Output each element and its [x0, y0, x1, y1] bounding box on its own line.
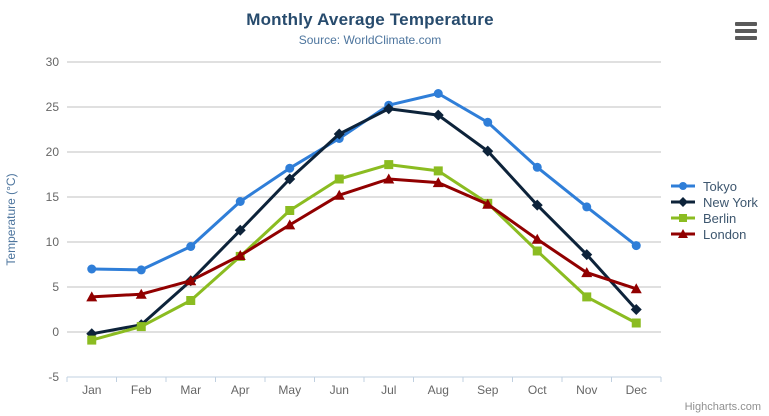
x-axis-label: Apr: [231, 383, 250, 397]
x-axis-label: Oct: [528, 383, 547, 397]
data-point-marker[interactable]: [482, 145, 494, 157]
data-point-marker[interactable]: [532, 162, 542, 172]
legend-label: Tokyo: [703, 178, 737, 194]
y-axis-label: 10: [46, 235, 60, 249]
y-axis-label: 5: [52, 280, 59, 294]
data-point-marker[interactable]: [679, 182, 687, 190]
data-point-marker[interactable]: [333, 189, 345, 200]
data-point-marker[interactable]: [185, 275, 197, 286]
hamburger-bar: [735, 36, 757, 40]
data-point-marker[interactable]: [631, 241, 641, 251]
data-point-marker[interactable]: [86, 291, 98, 302]
data-point-marker[interactable]: [383, 173, 395, 184]
series-tokyo[interactable]: [87, 89, 641, 275]
y-axis-label: 25: [46, 100, 60, 114]
y-axis-label: 0: [52, 325, 59, 339]
x-axis-label: Sep: [477, 383, 499, 397]
series-line: [90, 163, 638, 342]
export-menu-button[interactable]: [734, 20, 758, 42]
series-new-york[interactable]: [86, 103, 642, 340]
data-point-marker[interactable]: [581, 267, 593, 278]
data-point-marker[interactable]: [433, 89, 443, 98]
x-axis-label: Jun: [330, 383, 349, 397]
x-axis-label: Jan: [82, 383, 101, 397]
data-point-marker[interactable]: [186, 296, 196, 305]
data-point-marker[interactable]: [581, 249, 593, 261]
series-line: [90, 177, 638, 299]
data-point-marker[interactable]: [531, 199, 543, 211]
data-point-marker[interactable]: [234, 250, 246, 260]
data-point-marker[interactable]: [532, 246, 542, 256]
y-axis-label: -5: [48, 370, 59, 384]
data-point-marker[interactable]: [235, 197, 245, 206]
chart-subtitle: Source: WorldClimate.com: [298, 33, 442, 47]
y-axis-label: 15: [46, 190, 60, 204]
data-point-marker[interactable]: [432, 177, 444, 188]
y-axis-title: Temperature (°C): [4, 173, 18, 265]
x-axis-label: Nov: [576, 383, 597, 397]
data-point-marker[interactable]: [285, 163, 295, 173]
data-point-marker[interactable]: [87, 264, 97, 274]
legend-label: London: [703, 226, 747, 242]
data-point-marker[interactable]: [334, 174, 344, 184]
legend-item-berlin[interactable]: Berlin: [670, 210, 758, 226]
hamburger-bar: [735, 29, 757, 33]
x-axis-label: May: [278, 383, 301, 397]
data-point-marker[interactable]: [531, 233, 543, 244]
legend: Tokyo New York Berlin London: [670, 178, 758, 242]
data-point-marker[interactable]: [186, 242, 196, 251]
data-point-marker[interactable]: [136, 265, 146, 275]
data-point-marker[interactable]: [582, 292, 592, 302]
london-legend-marker: [671, 229, 695, 238]
new-york-legend-marker: [671, 197, 695, 207]
data-point-marker[interactable]: [136, 322, 146, 332]
legend-item-new-york[interactable]: New York: [670, 194, 758, 210]
tokyo-legend-marker: [671, 182, 695, 190]
legend-label: Berlin: [703, 210, 737, 226]
hamburger-bar: [735, 22, 757, 26]
x-axis-label: Dec: [626, 383, 647, 397]
data-point-marker[interactable]: [284, 173, 296, 185]
data-point-marker[interactable]: [384, 160, 394, 170]
data-point-marker[interactable]: [432, 109, 444, 121]
x-axis-label: Jul: [381, 383, 396, 397]
data-point-marker[interactable]: [383, 103, 395, 115]
data-point-marker[interactable]: [234, 224, 246, 236]
y-axis-label: 30: [46, 55, 60, 69]
y-axis-label: 20: [46, 145, 60, 159]
data-point-marker[interactable]: [333, 128, 345, 140]
legend-label: New York: [703, 194, 758, 210]
data-point-marker[interactable]: [284, 219, 296, 230]
data-point-marker[interactable]: [582, 202, 592, 212]
legend-item-london[interactable]: London: [670, 226, 758, 242]
data-point-marker[interactable]: [433, 166, 443, 176]
x-axis-label: Aug: [428, 383, 449, 397]
chart-title: Monthly Average Temperature: [246, 10, 494, 29]
data-point-marker[interactable]: [483, 117, 493, 127]
data-point-marker[interactable]: [630, 304, 642, 315]
credits-link[interactable]: Highcharts.com: [684, 401, 761, 413]
berlin-legend-marker: [671, 214, 695, 222]
data-point-marker[interactable]: [631, 318, 641, 328]
data-point-marker[interactable]: [135, 288, 147, 299]
x-axis-label: Feb: [131, 383, 152, 397]
legend-item-tokyo[interactable]: Tokyo: [670, 178, 758, 194]
data-point-marker[interactable]: [679, 214, 687, 222]
data-point-marker[interactable]: [630, 283, 642, 294]
series-berlin[interactable]: [87, 160, 641, 345]
series-london[interactable]: [86, 173, 642, 302]
series-line: [90, 107, 638, 336]
data-point-marker[interactable]: [678, 197, 688, 207]
data-point-marker[interactable]: [87, 335, 97, 345]
data-point-marker[interactable]: [678, 229, 688, 238]
data-point-marker[interactable]: [482, 198, 494, 209]
x-axis-label: Mar: [180, 383, 201, 397]
data-point-marker[interactable]: [285, 206, 295, 215]
